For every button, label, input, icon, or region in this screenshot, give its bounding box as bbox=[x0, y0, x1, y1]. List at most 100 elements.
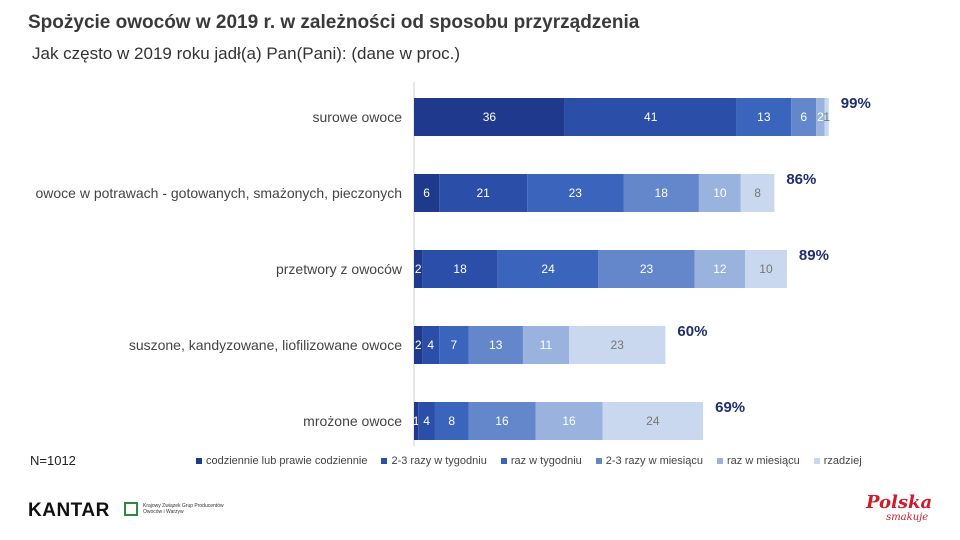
data-label: 21 bbox=[476, 186, 490, 200]
bar-segment bbox=[414, 326, 423, 364]
bar-segment bbox=[623, 174, 699, 212]
bar-segment bbox=[791, 98, 817, 136]
bar-segment bbox=[522, 326, 570, 364]
bar-segment bbox=[414, 98, 565, 136]
bar-segment bbox=[414, 402, 419, 440]
data-label: 8 bbox=[448, 414, 455, 428]
data-label: 7 bbox=[450, 338, 457, 352]
bar-segment bbox=[740, 174, 775, 212]
kzg-logo-text: Krajowy Związek Grup Producentów Owoców … bbox=[143, 503, 224, 515]
kzg-mark-icon bbox=[124, 502, 138, 516]
legend-swatch bbox=[500, 458, 507, 464]
total-label: 86% bbox=[786, 171, 816, 188]
bar-segment bbox=[736, 98, 792, 136]
data-label: 2 bbox=[415, 262, 422, 276]
legend-item: raz w miesiącu bbox=[716, 455, 800, 467]
data-label: 23 bbox=[569, 186, 583, 200]
data-label: 23 bbox=[640, 262, 654, 276]
total-label: 69% bbox=[715, 399, 745, 416]
bar-segment bbox=[434, 402, 469, 440]
data-label: 6 bbox=[800, 110, 807, 124]
bar-segment bbox=[422, 326, 440, 364]
legend-label: 2-3 razy w miesiącu bbox=[605, 455, 703, 467]
bar-segment bbox=[468, 402, 536, 440]
chart-subtitle: Jak często w 2019 roku jadł(a) Pan(Pani)… bbox=[32, 44, 461, 63]
legend-item: 2-3 razy w miesiącu bbox=[595, 455, 703, 467]
kzg-logo: Krajowy Związek Grup Producentów Owoców … bbox=[124, 502, 243, 516]
bar-segment bbox=[535, 402, 603, 440]
legend-label: 2-3 razy w tygodniu bbox=[391, 455, 487, 467]
data-label: 18 bbox=[453, 262, 467, 276]
data-label: 2 bbox=[817, 110, 824, 124]
data-label: 18 bbox=[655, 186, 669, 200]
legend-swatch bbox=[595, 458, 602, 464]
stacked-bar-chart: surowe owoce 36 41 13 6 2 199%owoce w potrawac… bbox=[35, 82, 871, 446]
bar-segment bbox=[414, 174, 440, 212]
polska-logo-subtext: smakuje bbox=[886, 512, 929, 523]
data-label: 6 bbox=[423, 186, 430, 200]
data-label: 13 bbox=[757, 110, 771, 124]
data-label: 8 bbox=[754, 186, 761, 200]
category-label: surowe owoce bbox=[313, 109, 403, 125]
bar-segment bbox=[439, 326, 469, 364]
total-label: 60% bbox=[677, 323, 707, 340]
data-label: 41 bbox=[644, 110, 658, 124]
legend-item: codziennie lub prawie codziennie bbox=[196, 455, 367, 467]
data-label: 1 bbox=[823, 110, 830, 124]
data-label: 11 bbox=[540, 338, 553, 352]
bar-segment bbox=[418, 402, 435, 440]
data-label: 10 bbox=[759, 262, 773, 276]
bar-segment bbox=[745, 250, 787, 288]
legend-item: 2-3 razy w tygodniu bbox=[381, 455, 487, 467]
bar-segment bbox=[569, 326, 666, 364]
data-label: 36 bbox=[483, 110, 497, 124]
bar-segment bbox=[422, 250, 498, 288]
data-label: 4 bbox=[423, 414, 430, 428]
bar-segment bbox=[497, 250, 599, 288]
data-label: 10 bbox=[713, 186, 727, 200]
data-label: 4 bbox=[427, 338, 434, 352]
bar-segment bbox=[824, 98, 829, 136]
data-label: 12 bbox=[713, 262, 727, 276]
category-label: mrożone owoce bbox=[303, 413, 402, 429]
polska-logo-text: Polska bbox=[866, 492, 933, 513]
data-label: 1 bbox=[413, 414, 420, 428]
category-label: owoce w potrawach - gotowanych, smażonyc… bbox=[35, 185, 402, 201]
legend-swatch bbox=[813, 458, 820, 464]
legend-label: raz w tygodniu bbox=[510, 455, 582, 467]
bar-segment bbox=[598, 250, 695, 288]
category-label: suszone, kandyzowane, liofilizowane owoc… bbox=[129, 337, 402, 353]
legend-item: raz w tygodniu bbox=[500, 455, 582, 467]
bar-segment bbox=[527, 174, 624, 212]
data-label: 24 bbox=[541, 262, 555, 276]
data-label: 2 bbox=[415, 338, 422, 352]
legend-swatch bbox=[381, 458, 388, 464]
bar-segment bbox=[468, 326, 523, 364]
legend-label: rzadziej bbox=[823, 455, 862, 467]
bar-segment bbox=[439, 174, 528, 212]
data-label: 23 bbox=[611, 338, 625, 352]
chart-legend: codziennie lub prawie codziennie 2-3 razy… bbox=[196, 455, 862, 467]
legend-label: codziennie lub prawie codziennie bbox=[206, 455, 368, 467]
chart-title: Spożycie owoców w 2019 r. w zależności o… bbox=[28, 12, 640, 33]
data-label: 16 bbox=[562, 414, 576, 428]
bar-segment bbox=[694, 250, 746, 288]
data-label: 24 bbox=[646, 414, 660, 428]
legend-swatch bbox=[716, 458, 723, 464]
bar-segment bbox=[698, 174, 741, 212]
legend-item: rzadziej bbox=[813, 455, 862, 467]
data-label: 13 bbox=[489, 338, 503, 352]
legend-swatch bbox=[196, 458, 202, 464]
category-label: przetwory z owoców bbox=[276, 261, 403, 277]
total-label: 89% bbox=[799, 247, 829, 264]
bar-segment bbox=[816, 98, 825, 136]
kantar-logo: KANTAR bbox=[28, 500, 110, 521]
bar-segment bbox=[564, 98, 737, 136]
sample-size: N=1012 bbox=[30, 453, 76, 468]
total-label: 99% bbox=[841, 95, 871, 112]
polska-smakuje-logo: Polska smakuje bbox=[866, 492, 933, 524]
bar-segment bbox=[602, 402, 704, 440]
data-label: 16 bbox=[495, 414, 509, 428]
legend-label: raz w miesiącu bbox=[726, 455, 800, 467]
bar-segment bbox=[414, 250, 423, 288]
